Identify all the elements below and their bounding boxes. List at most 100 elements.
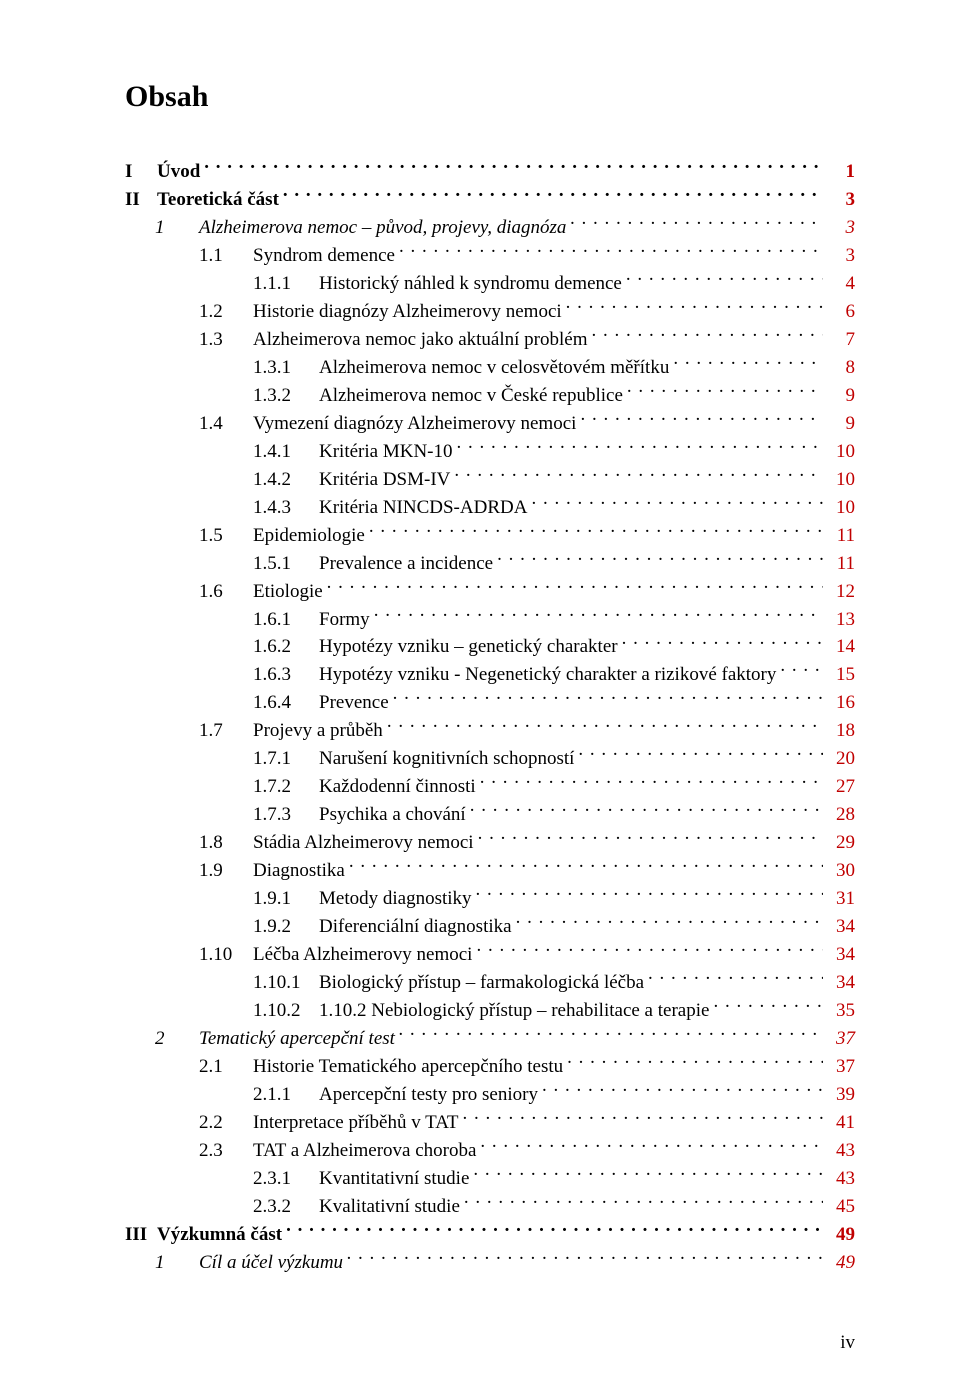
toc-entry-label: Kvalitativní studie <box>319 1194 460 1221</box>
toc-entry-page[interactable]: 14 <box>827 634 855 661</box>
toc-entry-number: 2.3.1 <box>125 1166 319 1193</box>
toc-entry-page[interactable]: 10 <box>827 495 855 522</box>
toc-leader-dots <box>393 689 823 708</box>
toc-entry-page[interactable]: 39 <box>827 1082 855 1109</box>
toc-entry: 1.6.4Prevence 16 <box>125 689 855 717</box>
toc-entry-page[interactable]: 16 <box>827 690 855 717</box>
toc-entry-page[interactable]: 49 <box>827 1250 855 1277</box>
toc-entry-page[interactable]: 13 <box>827 607 855 634</box>
toc-leader-dots <box>470 801 823 820</box>
toc-entry-label: Historie diagnózy Alzheimerovy nemoci <box>253 299 562 326</box>
toc-entry-page[interactable]: 43 <box>827 1138 855 1165</box>
toc-entry: 1.8Stádia Alzheimerovy nemoci29 <box>125 829 855 857</box>
toc-leader-dots <box>566 298 823 317</box>
toc-leader-dots <box>580 410 823 429</box>
toc-entry-page[interactable]: 8 <box>827 355 855 382</box>
toc-entry-page[interactable]: 9 <box>827 383 855 410</box>
toc-entry-number: 1.7 <box>125 718 253 745</box>
toc-leader-dots <box>473 1165 823 1184</box>
toc-leader-dots <box>204 158 823 177</box>
toc-leader-dots <box>531 494 823 513</box>
toc-entry-page[interactable]: 37 <box>827 1026 855 1053</box>
toc-leader-dots <box>454 466 823 485</box>
toc-entry-label: Alzheimerova nemoc – původ, projevy, dia… <box>199 215 566 242</box>
toc-entry-number: 1.4.1 <box>125 439 319 466</box>
toc-entry-page[interactable]: 43 <box>827 1166 855 1193</box>
toc-leader-dots <box>464 1193 823 1212</box>
toc-entry-page[interactable]: 34 <box>827 970 855 997</box>
toc-entry-page[interactable]: 3 <box>827 215 855 242</box>
toc-leader-dots <box>478 829 823 848</box>
toc-entry-number: 1.4.2 <box>125 467 319 494</box>
toc-leader-dots <box>387 717 823 736</box>
toc-leader-dots <box>713 997 823 1016</box>
toc-leader-dots <box>369 522 823 541</box>
toc-entry-page[interactable]: 27 <box>827 774 855 801</box>
toc-leader-dots <box>626 270 823 289</box>
toc-entry: 2Tematický apercepční test37 <box>125 1025 855 1053</box>
toc-entry: 1.1.1Historický náhled k syndromu demenc… <box>125 270 855 298</box>
toc-entry-page[interactable]: 15 <box>827 662 855 689</box>
toc-entry-page[interactable]: 1 <box>827 159 855 186</box>
toc-entry-label: Léčba Alzheimerovy nemoci <box>253 942 472 969</box>
toc-entry-page[interactable]: 10 <box>827 467 855 494</box>
toc-entry-page[interactable]: 45 <box>827 1194 855 1221</box>
toc-entry: 1.7.1Narušení kognitivních schopností20 <box>125 745 855 773</box>
toc-entry-number: 1 <box>125 1250 199 1277</box>
toc-entry-page[interactable]: 12 <box>827 579 855 606</box>
toc-entry-label: Prevalence a incidence <box>319 551 493 578</box>
toc-entry: 1.3Alzheimerova nemoc jako aktuální prob… <box>125 326 855 354</box>
toc-leader-dots <box>622 633 823 652</box>
toc-entry-label: Kritéria NINCDS-ADRDA <box>319 495 527 522</box>
toc-entry-page[interactable]: 41 <box>827 1110 855 1137</box>
toc-entry-label: Epidemiologie <box>253 523 365 550</box>
toc-entry-page[interactable]: 29 <box>827 830 855 857</box>
toc-entry: 1.3.2Alzheimerova nemoc v České republic… <box>125 382 855 410</box>
toc-entry-page[interactable]: 30 <box>827 858 855 885</box>
toc-entry: 1.6Etiologie12 <box>125 578 855 606</box>
toc-leader-dots <box>349 857 823 876</box>
toc-entry: 1Cíl a účel výzkumu49 <box>125 1249 855 1277</box>
toc-entry-page[interactable]: 49 <box>827 1222 855 1249</box>
toc-leader-dots <box>399 1025 823 1044</box>
toc-entry-label: Každodenní činnosti <box>319 774 476 801</box>
page-number-footer: iv <box>840 1332 855 1354</box>
toc-leader-dots <box>286 1221 823 1240</box>
toc-entry-number: 1.3.2 <box>125 383 319 410</box>
toc-entry: 1.10Léčba Alzheimerovy nemoci34 <box>125 941 855 969</box>
toc-leader-dots <box>480 773 823 792</box>
page-title: Obsah <box>125 80 855 114</box>
toc-entry-label: 1.10.2 Nebiologický přístup – rehabilita… <box>319 998 709 1025</box>
toc-entry-label: Vymezení diagnózy Alzheimerovy nemoci <box>253 411 576 438</box>
toc-entry-page[interactable]: 6 <box>827 299 855 326</box>
toc-entry-page[interactable]: 34 <box>827 942 855 969</box>
toc-entry-page[interactable]: 4 <box>827 271 855 298</box>
toc-entry-number: 1.7.2 <box>125 774 319 801</box>
toc-entry-page[interactable]: 18 <box>827 718 855 745</box>
toc-entry-label: Výzkumná část <box>157 1222 282 1249</box>
toc-entry-page[interactable]: 35 <box>827 998 855 1025</box>
toc-entry-page[interactable]: 11 <box>827 551 855 578</box>
toc-entry-label: Tematický apercepční test <box>199 1026 395 1053</box>
toc-entry-page[interactable]: 3 <box>827 187 855 214</box>
toc-entry-label: Kritéria DSM-IV <box>319 467 450 494</box>
toc-entry-page[interactable]: 20 <box>827 746 855 773</box>
toc-entry-page[interactable]: 3 <box>827 243 855 270</box>
toc-entry-page[interactable]: 9 <box>827 411 855 438</box>
toc-entry-page[interactable]: 28 <box>827 802 855 829</box>
toc-entry-page[interactable]: 10 <box>827 439 855 466</box>
toc-leader-dots <box>327 578 823 597</box>
toc-entry: IITeoretická část3 <box>125 186 855 214</box>
toc-entry-page[interactable]: 11 <box>827 523 855 550</box>
toc-entry-page[interactable]: 34 <box>827 914 855 941</box>
toc-entry-number: 1.6.4 <box>125 690 319 717</box>
toc-entry-label: Prevence <box>319 690 389 717</box>
toc-entry-page[interactable]: 37 <box>827 1054 855 1081</box>
toc-entry-label: Metody diagnostiky <box>319 886 472 913</box>
toc-entry: 1.6.2Hypotézy vzniku – genetický charakt… <box>125 633 855 661</box>
toc-entry-label: Apercepční testy pro seniory <box>319 1082 538 1109</box>
toc-entry-page[interactable]: 31 <box>827 886 855 913</box>
toc-entry-label: Diagnostika <box>253 858 345 885</box>
toc-entry-page[interactable]: 7 <box>827 327 855 354</box>
toc-entry-label: Hypotézy vzniku – genetický charakter <box>319 634 618 661</box>
